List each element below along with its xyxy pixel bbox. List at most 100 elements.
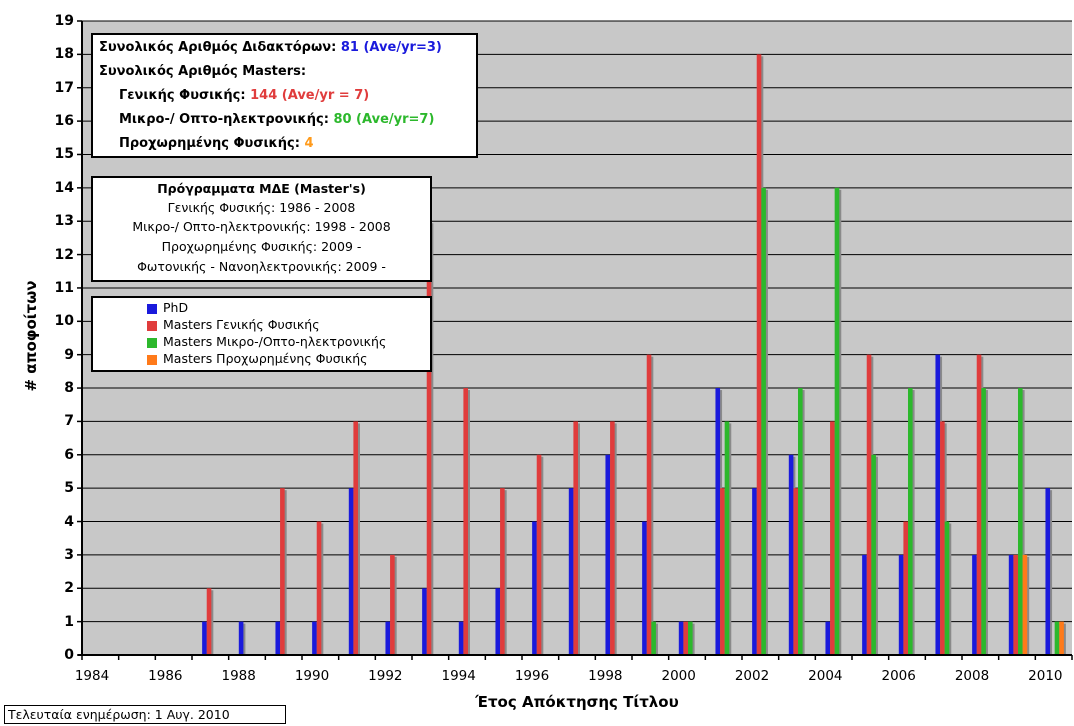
- advanced-physics-label: Προχωρημένης Φυσικής:: [119, 136, 300, 151]
- y-tick-label: 4: [64, 513, 74, 530]
- bar: [1022, 554, 1028, 655]
- bar: [1059, 621, 1064, 655]
- y-tick-label: 17: [54, 79, 74, 96]
- bar: [825, 621, 831, 655]
- x-tick-label: 2008: [954, 668, 990, 684]
- bar: [724, 421, 730, 655]
- bar: [862, 554, 867, 655]
- bar: [1054, 621, 1060, 655]
- masters-total-label: Συνολικός Αριθμός Masters:: [99, 64, 307, 79]
- bar: [568, 488, 574, 655]
- micro-electronics-value: 80 (Ave/yr=7): [333, 112, 435, 127]
- programs-title: Πρόγραμματα ΜΔΕ (Master's): [157, 181, 366, 196]
- y-tick-label: 15: [54, 146, 74, 163]
- stats-box: Συνολικός Αριθμός Διδακτόρων: 81 (Ave/yr…: [91, 33, 478, 158]
- x-tick-label: 1984: [74, 668, 110, 684]
- y-tick-label: 19: [54, 13, 74, 29]
- bar: [610, 421, 615, 655]
- bar: [683, 621, 688, 655]
- y-tick-label: 3: [64, 546, 74, 563]
- general-physics-label: Γενικής Φυσικής:: [119, 88, 246, 103]
- x-tick-label: 2010: [1028, 668, 1063, 684]
- legend-item-phd: PhD: [163, 300, 189, 315]
- bar: [678, 621, 684, 655]
- bar: [202, 621, 207, 655]
- legend-item-advanced: Masters Προχωρημένης Φυσικής: [163, 351, 368, 366]
- bar: [798, 388, 803, 655]
- y-tick-label: 6: [64, 446, 74, 463]
- bar: [312, 621, 317, 655]
- bar: [793, 488, 798, 655]
- x-tick-label: 1994: [441, 668, 476, 684]
- bar: [206, 588, 212, 655]
- bar: [898, 554, 904, 655]
- legend-item-micro: Masters Μικρο-/Οπτο-ηλεκτρονικής: [163, 334, 387, 349]
- bar: [316, 521, 322, 655]
- bar: [720, 488, 725, 655]
- bar: [500, 488, 505, 655]
- bar: [756, 54, 762, 656]
- bar: [458, 621, 464, 655]
- bar: [495, 588, 501, 655]
- bar: [651, 621, 656, 655]
- y-tick-label: 13: [54, 213, 74, 230]
- x-tick-label: 1996: [514, 668, 550, 684]
- x-tick-label: 2000: [661, 668, 696, 684]
- bar: [532, 521, 537, 655]
- y-tick-label: 18: [54, 46, 74, 63]
- bar: [788, 454, 794, 655]
- y-tick-label: 10: [54, 313, 74, 330]
- bar: [642, 521, 647, 655]
- y-tick-label: 11: [54, 279, 74, 296]
- micro-electronics-label: Μικρο-/ Οπτο-ηλεκτρονικής:: [119, 112, 329, 127]
- x-tick-label: 2002: [734, 668, 770, 684]
- phd-total-value: 81 (Ave/yr=3): [340, 40, 442, 55]
- bar: [605, 454, 611, 655]
- bar: [1045, 488, 1051, 655]
- bar: [390, 554, 395, 655]
- y-tick-label: 16: [54, 113, 74, 130]
- bar: [573, 421, 578, 655]
- bar: [1018, 388, 1023, 655]
- bar: [426, 221, 432, 656]
- bar: [752, 488, 757, 655]
- legend-swatch-general: [147, 321, 157, 331]
- program-line: Γενικής Φυσικής: 1986 - 2008: [167, 200, 356, 215]
- legend-item-general: Masters Γενικής Φυσικής: [163, 317, 320, 332]
- bar: [536, 454, 542, 655]
- last-updated-note: Τελευταία ενημέρωση: 1 Αυγ. 2010: [4, 705, 286, 724]
- bar: [972, 554, 977, 655]
- y-axis-label: # αποφοίτων: [22, 280, 40, 392]
- advanced-physics-value: 4: [304, 136, 314, 151]
- bar: [903, 521, 908, 655]
- bar: [981, 388, 986, 655]
- legend: PhD Masters Γενικής Φυσικής Masters Μικρ…: [91, 296, 432, 372]
- bar: [275, 621, 281, 655]
- program-line: Προχωρημένης Φυσικής: 2009 -: [161, 239, 362, 254]
- program-line: Φωτονικής - Νανοηλεκτρονικής: 2009 -: [137, 259, 386, 274]
- bar: [348, 488, 354, 655]
- bar: [385, 621, 391, 655]
- bar: [1013, 554, 1018, 655]
- x-tick-label: 1988: [221, 668, 256, 684]
- bar: [908, 388, 913, 655]
- program-line: Μικρο-/ Οπτο-ηλεκτρονικής: 1998 - 2008: [132, 219, 391, 234]
- general-physics-value: 144 (Ave/yr = 7): [250, 88, 370, 103]
- bar: [940, 421, 945, 655]
- bar: [715, 388, 721, 655]
- y-tick-label: 2: [64, 580, 74, 597]
- y-tick-label: 0: [64, 647, 74, 663]
- x-tick-label: 1986: [148, 668, 183, 684]
- x-tick-label: 1998: [588, 668, 623, 684]
- x-axis-label: Έτος Απόκτησης Τίτλου: [475, 693, 679, 711]
- bar: [866, 354, 872, 655]
- x-tick-label: 1992: [368, 668, 403, 684]
- bar: [1008, 554, 1014, 655]
- y-tick-label: 12: [54, 246, 74, 263]
- x-tick-label: 2006: [881, 668, 916, 684]
- bar: [761, 187, 766, 655]
- phd-total-label: Συνολικός Αριθμός Διδακτόρων:: [99, 40, 337, 55]
- bar: [935, 354, 941, 655]
- legend-swatch-advanced: [147, 355, 157, 365]
- bar: [871, 454, 876, 655]
